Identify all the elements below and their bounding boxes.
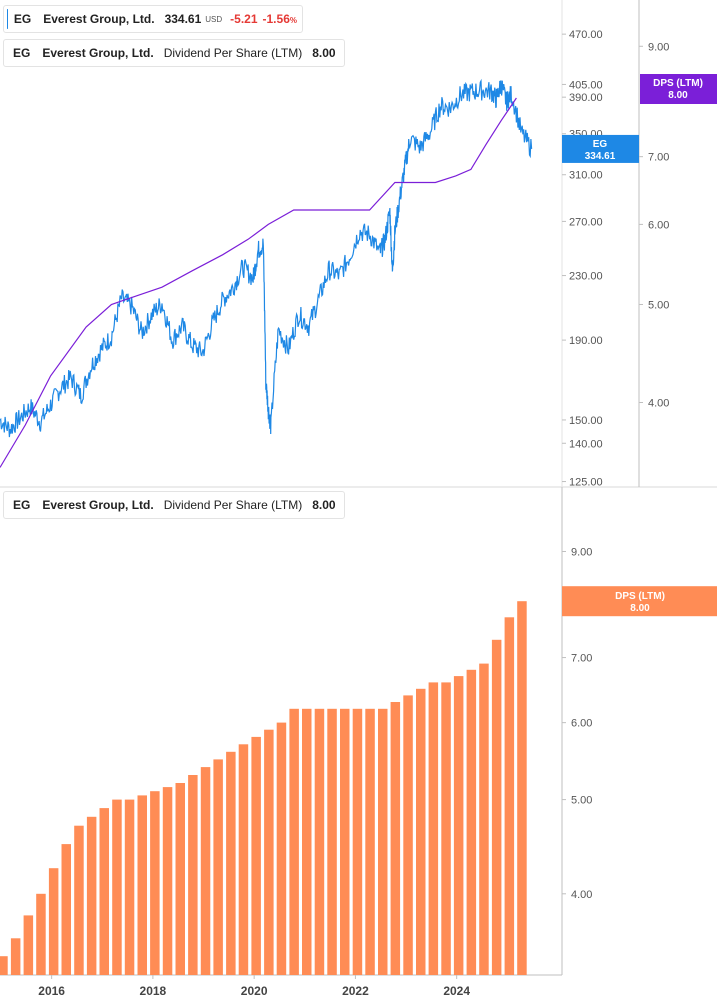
dps-line-tag [640,74,717,104]
dps-axis-label: 5.00 [648,299,669,311]
dps-bar [23,915,34,975]
dps-bar [162,787,173,975]
dps-bar [0,956,8,975]
bar-axis-label: 6.00 [571,718,592,730]
legend-company-name: Everest Group, Ltd. [43,12,155,26]
dps-bar [479,663,489,975]
dps-bar [124,799,135,975]
dps-bar [226,751,236,975]
time-axis-label: 2024 [443,984,470,998]
dps-bar-tag-value: 8.00 [630,603,650,614]
time-axis-label: 2022 [342,984,369,998]
price-legend[interactable]: EG Everest Group, Ltd. 334.61 USD -5.21 … [3,5,303,33]
dps-axis-label: 9.00 [648,41,669,53]
dps-bar [453,676,464,975]
dps-bar [403,695,413,975]
dps-bar [416,688,426,975]
price-tag-ticker: EG [593,139,608,150]
legend-company-name: Everest Group, Ltd. [42,46,154,60]
price-line [0,78,533,438]
price-axis-label: 190.00 [569,335,603,347]
legend-change-pct: -1.56 [262,12,290,26]
legend-price: 334.61 [164,12,202,26]
dps-bar [390,702,401,975]
dps-bar-tag-label: DPS (LTM) [615,591,665,602]
time-axis-label: 2016 [38,984,65,998]
legend-metric-value: 8.00 [312,498,336,512]
dps-bar [150,791,160,975]
dps-bar [441,682,451,975]
dps-bar [251,736,261,975]
dps-bar [289,708,299,975]
price-axis-label: 390.00 [569,92,603,104]
dps-bar [10,938,21,975]
time-axis-label: 2018 [140,984,167,998]
dps-bar [517,601,527,975]
dps-bar [504,617,515,975]
price-axis-label: 150.00 [569,415,603,427]
legend-currency: USD [205,14,223,24]
bar-axis-label: 7.00 [571,653,592,665]
dps-bar [302,708,312,975]
dps-bar [352,708,363,975]
legend-metric: Dividend Per Share (LTM) [163,498,303,512]
dps-bar-tag [562,586,717,617]
dps-bar [99,808,109,975]
legend-company-name: Everest Group, Ltd. [42,498,154,512]
dps-bar [340,708,350,975]
price-axis-label: 125.00 [569,477,603,489]
price-axis-label: 140.00 [569,438,603,450]
dps-bar [188,775,198,975]
dps-axis-label: 4.00 [648,397,669,409]
dps-bar [276,722,287,975]
legend-metric-value: 8.00 [312,46,336,60]
dps-bar [137,795,147,975]
dps-line-tag-label: DPS (LTM) [653,78,703,89]
legend-pct-sign: % [289,16,297,25]
dps-bar [491,639,502,975]
dps-bar [314,708,325,975]
dps-bar [200,767,211,975]
price-axis-label: 230.00 [569,271,603,283]
dps-bar [112,799,122,975]
dps-bar-legend[interactable]: EG Everest Group, Ltd. Dividend Per Shar… [3,491,345,519]
dps-bar [213,759,223,975]
bar-axis-label: 5.00 [571,795,592,807]
dps-bar [48,868,59,975]
price-axis-label: 310.00 [569,170,603,182]
bar-axis-label: 4.00 [571,889,592,901]
dps-bar [264,729,274,975]
dps-line-tag-value: 8.00 [668,90,688,101]
price-series-swatch [7,9,8,29]
dps-bar [238,744,249,975]
price-axis-label: 470.00 [569,29,603,41]
dps-bar [466,669,477,975]
dps-bar [327,708,337,975]
legend-metric: Dividend Per Share (LTM) [163,46,303,60]
legend-ticker: EG [13,12,32,26]
legend-change: -5.21 [230,12,258,26]
legend-ticker: EG [13,46,31,60]
dps-axis-label: 7.00 [648,152,669,164]
price-axis-label: 270.00 [569,216,603,228]
dps-bar [74,825,84,975]
dps-bar [175,783,185,975]
dps-overlay-line [0,97,517,468]
dps-axis-label: 6.00 [648,219,669,231]
dps-bar [86,816,97,975]
dps-bar [36,893,46,975]
dps-bar [378,708,388,975]
price-axis-label: 405.00 [569,79,603,91]
bar-axis-label: 9.00 [571,546,592,558]
dps-bar [428,682,439,975]
dps-bar [365,708,375,975]
time-axis-label: 2020 [241,984,268,998]
price-tag-value: 334.61 [585,151,616,162]
legend-ticker: EG [13,498,31,512]
price-tag [562,134,639,163]
dps-overlay-legend[interactable]: EG Everest Group, Ltd. Dividend Per Shar… [3,39,345,67]
dps-bar [61,844,71,975]
